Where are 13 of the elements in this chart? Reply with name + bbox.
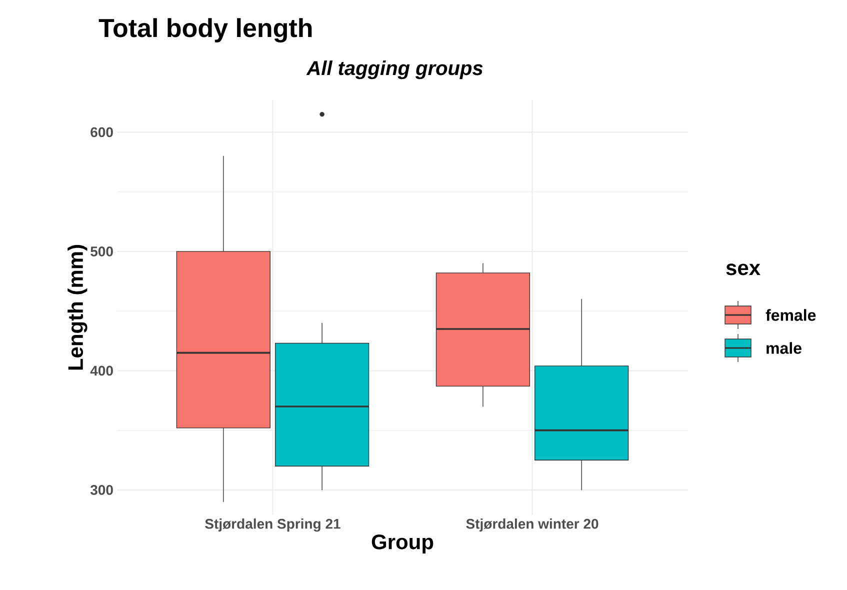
y-tick-label: 400 <box>90 366 113 376</box>
x-tick-label: Stjørdalen winter 20 <box>466 518 598 532</box>
x-tick-label: Stjørdalen Spring 21 <box>205 518 340 532</box>
x-axis-title: Group <box>372 534 434 554</box>
legend-label: female <box>766 309 816 321</box>
chart-title: Total body length <box>98 18 312 43</box>
chart-subtitle: All tagging groups <box>306 60 483 80</box>
y-tick-label: 600 <box>90 127 113 138</box>
legend-title: sex <box>726 264 760 276</box>
y-tick-label: 500 <box>90 246 113 256</box>
y-tick-label: 300 <box>90 484 113 495</box>
y-axis-title: Length (mm) <box>68 244 88 370</box>
legend-label: male <box>766 342 802 354</box>
